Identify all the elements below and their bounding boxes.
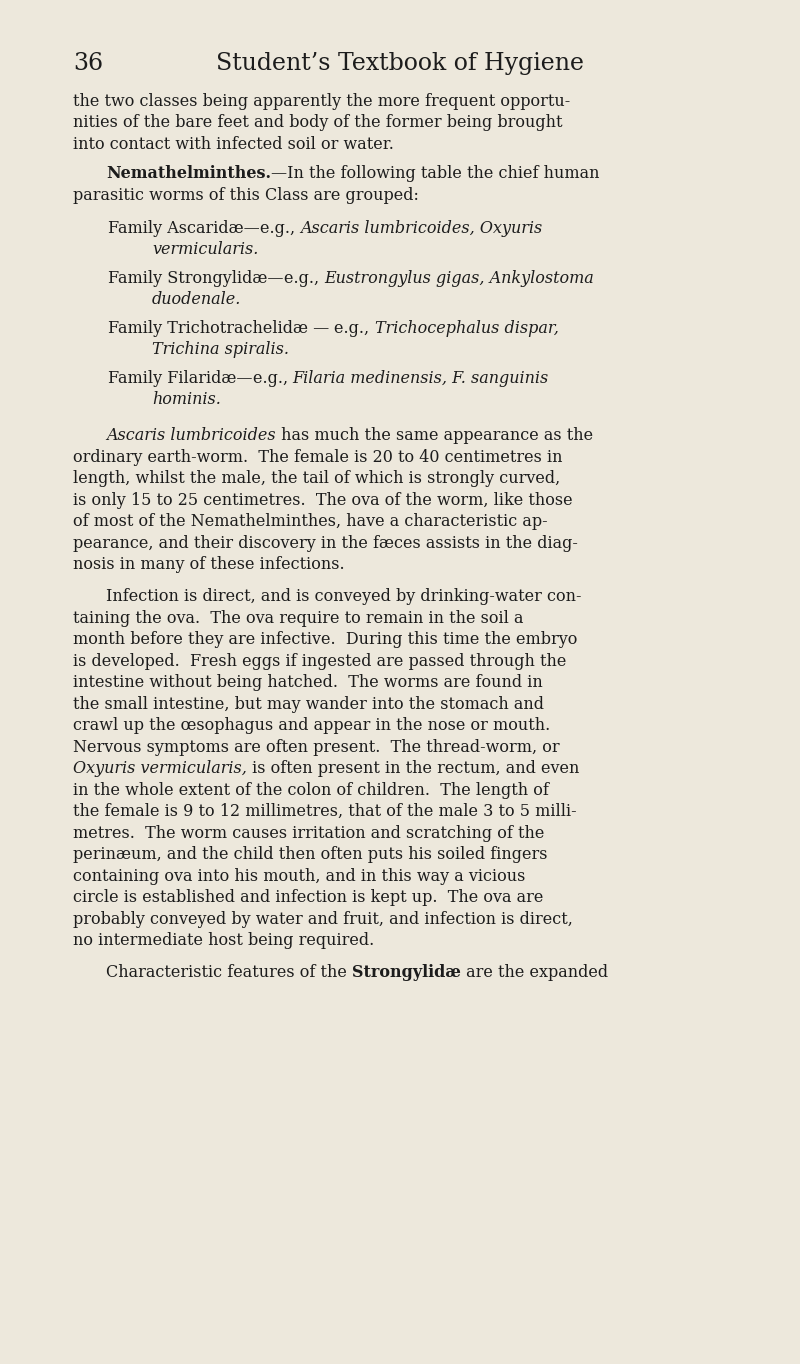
Text: Family Filaridæ—: Family Filaridæ—	[108, 370, 253, 387]
Text: Strongylidæ: Strongylidæ	[352, 964, 461, 981]
Text: Infection is direct, and is conveyed by drinking-water con-: Infection is direct, and is conveyed by …	[106, 588, 582, 606]
Text: Filaria medinensis, F. sanguinis: Filaria medinensis, F. sanguinis	[293, 370, 549, 387]
Text: e.g.,: e.g.,	[334, 319, 374, 337]
Text: nities of the bare feet and body of the former being brought: nities of the bare feet and body of the …	[73, 115, 562, 131]
Text: crawl up the œsophagus and appear in the nose or mouth.: crawl up the œsophagus and appear in the…	[73, 717, 550, 734]
Text: parasitic worms of this Class are grouped:: parasitic worms of this Class are groupe…	[73, 187, 419, 203]
Text: are the expanded: are the expanded	[461, 964, 608, 981]
Text: nosis in many of these infections.: nosis in many of these infections.	[73, 557, 345, 573]
Text: —In the following table the chief human: —In the following table the chief human	[271, 165, 599, 183]
Text: month before they are infective.  During this time the embryo: month before they are infective. During …	[73, 632, 578, 648]
Text: Trichina spiralis.: Trichina spiralis.	[152, 341, 289, 359]
Text: of most of the Nemathelminthes, have a characteristic ap-: of most of the Nemathelminthes, have a c…	[73, 513, 548, 531]
Text: Ascaris lumbricoides, Oxyuris: Ascaris lumbricoides, Oxyuris	[300, 220, 542, 237]
Text: vermicularis.: vermicularis.	[152, 241, 258, 258]
Text: probably conveyed by water and fruit, and infection is direct,: probably conveyed by water and fruit, an…	[73, 911, 573, 928]
Text: metres.  The worm causes irritation and scratching of the: metres. The worm causes irritation and s…	[73, 825, 544, 842]
Text: Eustrongylus gigas, Ankylostoma: Eustrongylus gigas, Ankylostoma	[324, 270, 594, 286]
Text: Trichocephalus dispar,: Trichocephalus dispar,	[374, 319, 558, 337]
Text: the small intestine, but may wander into the stomach and: the small intestine, but may wander into…	[73, 696, 544, 712]
Text: has much the same appearance as the: has much the same appearance as the	[276, 427, 593, 445]
Text: Nervous symptoms are often present.  The thread-worm, or: Nervous symptoms are often present. The …	[73, 738, 560, 756]
Text: hominis.: hominis.	[152, 391, 221, 408]
Text: the female is 9 to 12 millimetres, that of the male 3 to 5 milli-: the female is 9 to 12 millimetres, that …	[73, 803, 577, 820]
Text: Oxyuris vermicularis,: Oxyuris vermicularis,	[73, 760, 247, 777]
Text: no intermediate host being required.: no intermediate host being required.	[73, 932, 374, 949]
Text: Family Strongylidæ—: Family Strongylidæ—	[108, 270, 283, 286]
Text: e.g.,: e.g.,	[260, 220, 300, 237]
Text: ordinary earth-worm.  The female is 20 to 40 centimetres in: ordinary earth-worm. The female is 20 to…	[73, 449, 562, 465]
Text: Nemathelminthes.: Nemathelminthes.	[106, 165, 271, 183]
Text: is only 15 to 25 centimetres.  The ova of the worm, like those: is only 15 to 25 centimetres. The ova of…	[73, 491, 573, 509]
Text: Characteristic features of the: Characteristic features of the	[106, 964, 352, 981]
Text: e.g.,: e.g.,	[253, 370, 293, 387]
Text: e.g.,: e.g.,	[283, 270, 324, 286]
Text: Family Ascaridæ—: Family Ascaridæ—	[108, 220, 260, 237]
Text: duodenale.: duodenale.	[152, 292, 242, 308]
Text: Ascaris lumbricoides: Ascaris lumbricoides	[106, 427, 276, 445]
Text: containing ova into his mouth, and in this way a vicious: containing ova into his mouth, and in th…	[73, 868, 526, 884]
Text: in the whole extent of the colon of children.  The length of: in the whole extent of the colon of chil…	[73, 782, 549, 798]
Text: 36: 36	[73, 52, 103, 75]
Text: taining the ova.  The ova require to remain in the soil a: taining the ova. The ova require to rema…	[73, 610, 523, 626]
Text: pearance, and their discovery in the fæces assists in the diag-: pearance, and their discovery in the fæc…	[73, 535, 578, 551]
Text: into contact with infected soil or water.: into contact with infected soil or water…	[73, 136, 394, 153]
Text: Family Trichotrachelidæ —: Family Trichotrachelidæ —	[108, 319, 334, 337]
Text: length, whilst the male, the tail of which is strongly curved,: length, whilst the male, the tail of whi…	[73, 471, 560, 487]
Text: is often present in the rectum, and even: is often present in the rectum, and even	[247, 760, 579, 777]
Text: intestine without being hatched.  The worms are found in: intestine without being hatched. The wor…	[73, 674, 542, 692]
Text: is developed.  Fresh eggs if ingested are passed through the: is developed. Fresh eggs if ingested are…	[73, 652, 566, 670]
Text: circle is established and infection is kept up.  The ova are: circle is established and infection is k…	[73, 889, 543, 906]
Text: perinæum, and the child then often puts his soiled fingers: perinæum, and the child then often puts …	[73, 846, 547, 863]
Text: the two classes being apparently the more frequent opportu-: the two classes being apparently the mor…	[73, 93, 570, 110]
Text: Student’s Textbook of Hygiene: Student’s Textbook of Hygiene	[216, 52, 584, 75]
